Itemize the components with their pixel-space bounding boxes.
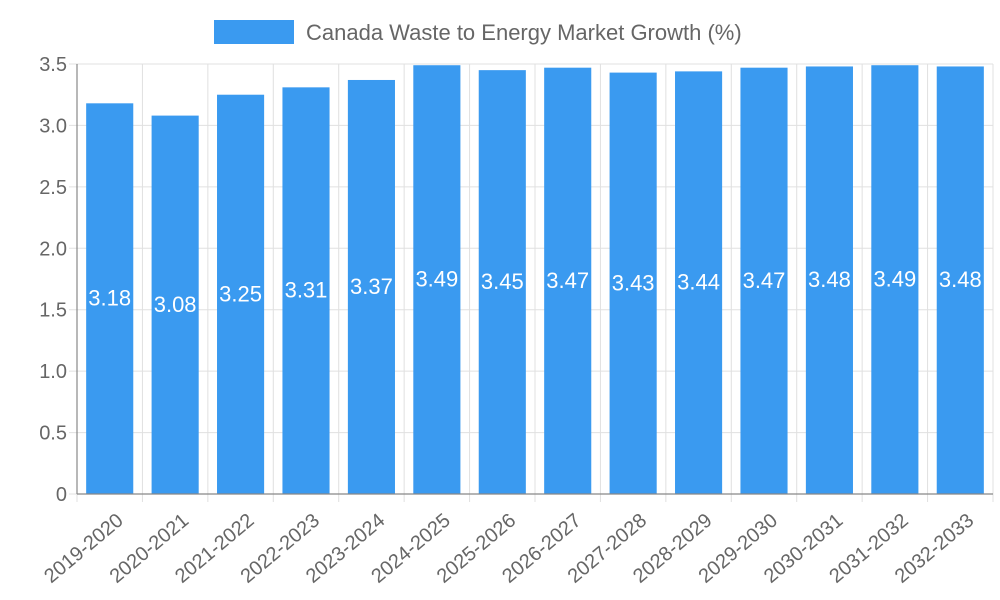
bar[interactable] bbox=[871, 65, 919, 494]
y-tick-label: 3.0 bbox=[39, 115, 67, 137]
y-tick-label: 1.0 bbox=[39, 361, 67, 383]
y-tick-label: 2.0 bbox=[39, 238, 67, 260]
bars bbox=[86, 65, 984, 495]
data-labels: 3.18 3.08 3.25 3.31 3.37 3.49 3.45 3.47 3.43 3.44… bbox=[88, 267, 981, 317]
bar-value-label: 3.37 bbox=[350, 274, 393, 299]
grid-lines bbox=[69, 63, 994, 502]
bar-value-label: 3.47 bbox=[743, 268, 786, 293]
y-tick-label: 0 bbox=[56, 484, 67, 506]
bar-value-label: 3.43 bbox=[612, 270, 655, 295]
bar[interactable] bbox=[936, 66, 984, 494]
bar[interactable] bbox=[805, 66, 853, 494]
y-axis-ticks: 0 0.5 1.0 1.5 2.0 2.5 3.0 3.5 bbox=[39, 54, 67, 506]
bar-value-label: 3.48 bbox=[939, 267, 982, 292]
bar[interactable] bbox=[544, 67, 592, 494]
bar[interactable] bbox=[609, 72, 657, 494]
bar-value-label: 3.44 bbox=[677, 270, 720, 295]
bar-value-label: 3.45 bbox=[481, 269, 524, 294]
bar[interactable] bbox=[151, 115, 199, 494]
bar-value-label: 3.31 bbox=[285, 278, 328, 303]
bar-value-label: 3.49 bbox=[415, 267, 458, 292]
y-tick-label: 3.5 bbox=[39, 54, 67, 76]
bar-value-label: 3.08 bbox=[154, 292, 197, 317]
bar[interactable] bbox=[217, 94, 265, 494]
bar-value-label: 3.47 bbox=[546, 268, 589, 293]
legend-label: Canada Waste to Energy Market Growth (%) bbox=[306, 20, 742, 45]
y-tick-label: 1.5 bbox=[39, 300, 67, 322]
bar[interactable] bbox=[86, 103, 134, 495]
axes bbox=[76, 64, 993, 495]
bar[interactable] bbox=[413, 65, 461, 494]
legend-swatch bbox=[214, 20, 294, 44]
bar[interactable] bbox=[675, 71, 723, 494]
y-tick-label: 0.5 bbox=[39, 423, 67, 445]
bar[interactable] bbox=[282, 87, 330, 494]
bar-value-label: 3.48 bbox=[808, 267, 851, 292]
bar[interactable] bbox=[347, 79, 395, 494]
bar-value-label: 3.49 bbox=[873, 267, 916, 292]
y-tick-label: 2.5 bbox=[39, 177, 67, 199]
legend[interactable]: Canada Waste to Energy Market Growth (%) bbox=[214, 20, 742, 45]
bar-value-label: 3.18 bbox=[88, 286, 131, 311]
bar[interactable] bbox=[740, 67, 788, 494]
x-axis-ticks: 2019-20202020-20212021-20222022-20232023… bbox=[40, 509, 978, 587]
bar[interactable] bbox=[478, 70, 526, 495]
bar-value-label: 3.25 bbox=[219, 281, 262, 306]
